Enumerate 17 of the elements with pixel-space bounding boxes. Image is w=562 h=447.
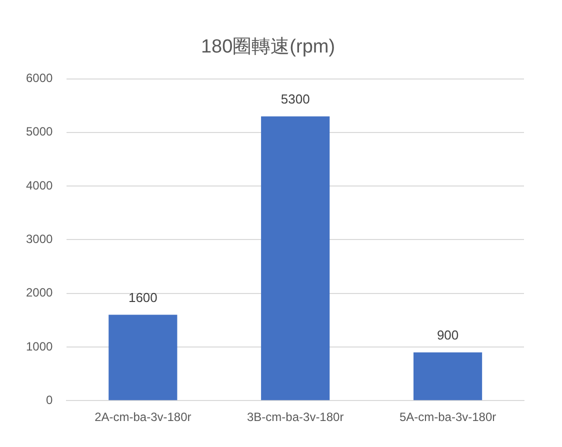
- chart-title: 180圈轉速(rpm): [200, 36, 336, 58]
- y-tick-label: 5000: [26, 124, 54, 139]
- x-tick-label: 2A-cm-ba-3v-180r: [94, 410, 192, 424]
- y-tick-label: 3000: [26, 232, 54, 246]
- data-label: 900: [436, 327, 459, 342]
- y-tick-label: 6000: [26, 71, 54, 86]
- y-tick-label: 1000: [26, 339, 54, 354]
- bar: [108, 314, 178, 400]
- y-tick-label: 0: [46, 392, 54, 407]
- bar: [413, 352, 482, 400]
- x-tick-label: 5A-cm-ba-3v-180r: [399, 410, 496, 424]
- data-label: 5300: [280, 91, 310, 106]
- x-tick-label: 3B-cm-ba-3v-180r: [246, 410, 344, 424]
- bar: [261, 116, 330, 400]
- y-tick-label: 2000: [26, 286, 54, 300]
- data-label: 1600: [128, 290, 158, 305]
- y-tick-label: 4000: [26, 178, 54, 192]
